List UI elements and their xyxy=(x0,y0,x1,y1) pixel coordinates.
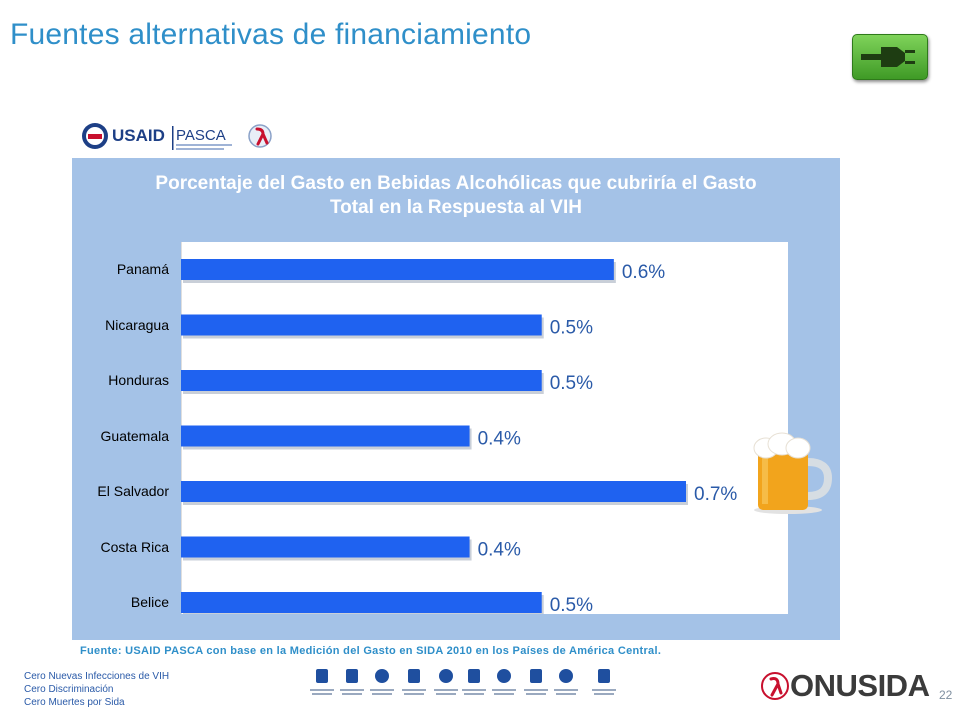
bar-value-label: 0.5% xyxy=(550,373,593,394)
chart-plot-area: 0.6% 0.5% 0.5% 0.4% 0.7% 0.4% 0.5% xyxy=(180,242,788,616)
bar-value-label: 0.4% xyxy=(478,540,521,561)
chart-title: Porcentaje del Gasto en Bebidas Alcohóli… xyxy=(155,173,757,218)
pasca-logo-text: PASCA xyxy=(176,127,226,144)
tagline-line: Cero Nuevas Infecciones de VIH xyxy=(24,671,170,682)
category-label: Honduras xyxy=(108,372,169,388)
bar-value-label: 0.4% xyxy=(478,429,521,450)
usaid-logo-text: USAID xyxy=(112,126,165,145)
onusida-logo-text: ONUSIDA xyxy=(790,668,930,703)
bar xyxy=(181,481,686,502)
bar xyxy=(181,370,542,391)
category-label: Panamá xyxy=(116,261,169,277)
bar-chart: 0.6% 0.5% 0.5% 0.4% 0.7% 0.4% 0.5% xyxy=(180,242,737,616)
bar-value-label: 0.5% xyxy=(550,595,593,614)
partner-logos: USAID PASCA xyxy=(80,118,280,158)
beer-mug-icon xyxy=(752,428,848,518)
goals-icons-strip xyxy=(308,665,628,710)
category-label: Guatemala xyxy=(100,427,169,444)
bar xyxy=(181,592,542,613)
onusida-ribbon-icon xyxy=(761,672,789,700)
usaid-logo-icon xyxy=(82,123,108,149)
bar xyxy=(181,536,470,558)
category-label: Nicaragua xyxy=(105,316,169,333)
tagline-line: Cero Muertes por Sida xyxy=(24,697,125,708)
slide-title: Fuentes alternativas de financiamiento xyxy=(10,18,532,51)
bar xyxy=(181,425,470,447)
bar-value-label: 0.7% xyxy=(694,484,737,505)
bar-value-label: 0.5% xyxy=(550,318,593,339)
bar xyxy=(181,259,614,280)
chart-panel: Porcentaje del Gasto en Bebidas Alcohóli… xyxy=(72,158,840,640)
category-label: El Salvador xyxy=(97,483,169,499)
plug-icon[interactable] xyxy=(852,34,928,80)
category-label: Belice xyxy=(130,594,169,610)
tagline: Cero Nuevas Infecciones de VIH Cero Disc… xyxy=(24,670,169,709)
pasca-logo-icon xyxy=(176,144,232,150)
category-label: Costa Rica xyxy=(100,538,169,555)
tagline-line: Cero Discriminación xyxy=(24,684,114,695)
onusida-logo: ONUSIDA xyxy=(760,668,930,704)
red-ribbon-icon xyxy=(248,124,272,148)
bar-value-label: 0.6% xyxy=(622,262,665,283)
page-number: 22 xyxy=(939,688,953,702)
bar xyxy=(181,314,542,336)
source-note: Fuente: USAID PASCA con base en la Medic… xyxy=(80,645,662,657)
